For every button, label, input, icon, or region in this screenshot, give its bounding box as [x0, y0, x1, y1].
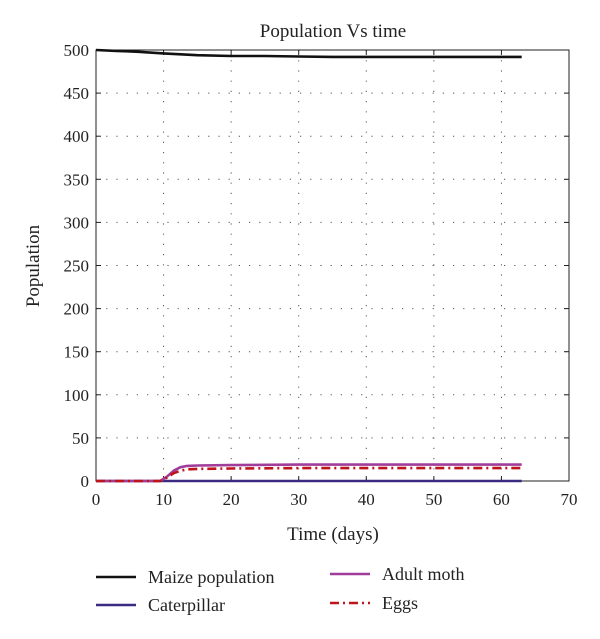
y-tick-label: 0 — [81, 472, 90, 491]
series-eggs-line — [96, 466, 522, 483]
y-tick-label: 400 — [64, 127, 90, 146]
x-tick-label: 0 — [92, 490, 101, 509]
y-tick-label: 100 — [64, 386, 90, 405]
x-tick-label: 50 — [425, 490, 442, 509]
legend-item-maize-population: Maize population — [96, 567, 274, 587]
grid-lines — [96, 50, 569, 481]
x-axis: 0 10 20 30 40 50 60 70 — [92, 50, 578, 509]
legend-label: Maize population — [148, 567, 274, 587]
x-axis-label: Time (days) — [287, 524, 379, 545]
y-tick-label: 300 — [64, 213, 90, 232]
y-axis-label: Population — [23, 224, 44, 307]
y-axis: 0 50 100 150 200 250 300 350 400 450 500 — [64, 41, 569, 491]
legend-item-adult-moth: Adult moth — [330, 564, 465, 584]
y-tick-label: 50 — [72, 429, 89, 448]
legend-label: Eggs — [382, 593, 418, 613]
legend-label: Adult moth — [382, 564, 465, 584]
y-tick-label: 150 — [64, 343, 90, 362]
series-lines — [95, 48, 522, 483]
y-tick-label: 500 — [64, 41, 90, 60]
y-tick-label: 200 — [64, 300, 90, 319]
legend-label: Caterpillar — [148, 595, 225, 615]
x-tick-label: 30 — [290, 490, 307, 509]
x-tick-label: 20 — [223, 490, 240, 509]
x-tick-label: 70 — [561, 490, 578, 509]
x-tick-label: 10 — [155, 490, 172, 509]
series-adult-moth-line — [96, 463, 522, 483]
chart-title: Population Vs time — [260, 21, 406, 42]
legend-item-eggs: Eggs — [330, 593, 418, 613]
x-tick-label: 60 — [493, 490, 510, 509]
legend: Maize population Caterpillar Adult moth Egg… — [96, 564, 465, 615]
series-maize-population-line — [95, 48, 522, 59]
x-tick-label: 40 — [358, 490, 375, 509]
y-tick-label: 450 — [64, 84, 90, 103]
legend-item-caterpillar: Caterpillar — [96, 595, 225, 615]
y-tick-label: 350 — [64, 170, 90, 189]
y-tick-label: 250 — [64, 257, 90, 276]
plot-area — [95, 49, 570, 482]
